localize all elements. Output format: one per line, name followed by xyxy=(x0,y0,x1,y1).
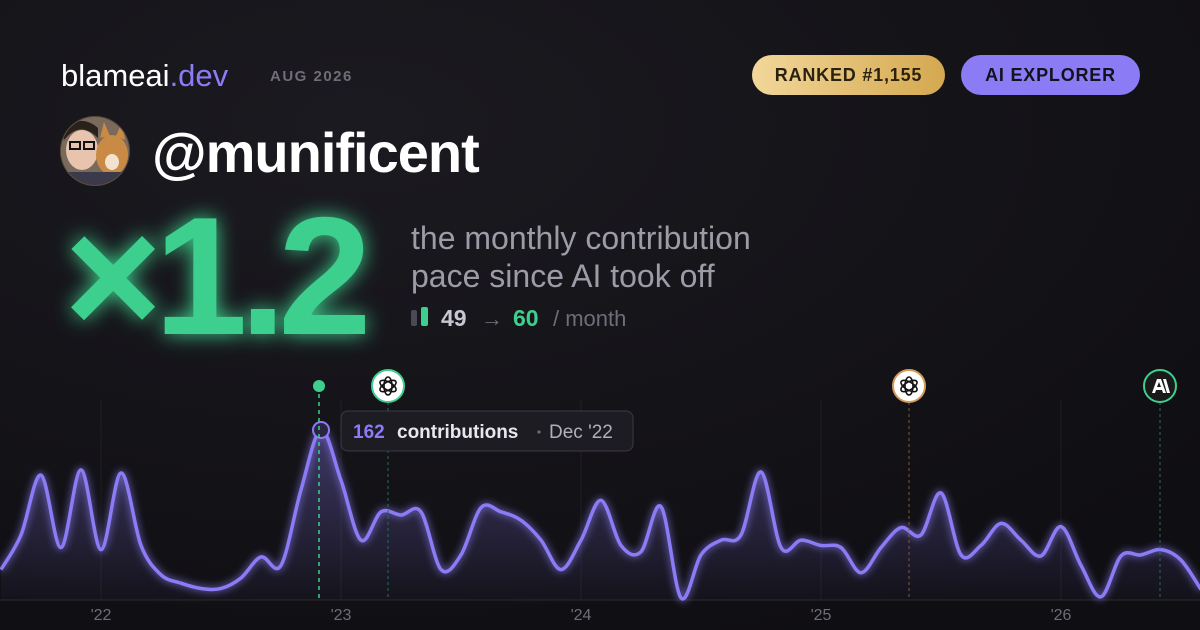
event-dot xyxy=(313,380,325,392)
area xyxy=(1,429,1200,600)
anthropic-icon xyxy=(1143,369,1177,403)
badge-rank-text: RANKED #1,155 xyxy=(775,65,922,85)
badge-explorer-text: AI EXPLORER xyxy=(985,65,1116,85)
tooltip-box xyxy=(340,410,634,452)
x-tick-label: '25 xyxy=(811,607,832,624)
tooltip-separator xyxy=(537,430,541,434)
badge-explorer xyxy=(961,55,1140,95)
handle: @munificent xyxy=(152,121,479,184)
tooltip: 162 contributions Dec '22 xyxy=(340,410,634,452)
openai-icon xyxy=(892,369,926,403)
brand: blameai.dev xyxy=(61,58,229,93)
tooltip-label: contributions xyxy=(397,422,518,443)
stat-icon-before xyxy=(411,310,417,326)
stat-unit: / month xyxy=(553,306,626,331)
tooltip-value: 162 xyxy=(353,422,385,443)
headline-line: pace since AI took off xyxy=(411,258,715,294)
x-tick-label: '22 xyxy=(91,607,112,624)
badge-rank xyxy=(752,55,945,95)
brand-tld: .dev xyxy=(170,58,229,93)
line xyxy=(0,428,1200,601)
x-tick-label: '26 xyxy=(1051,607,1072,624)
stat-before: 49 xyxy=(441,305,467,331)
tooltip-date: Dec '22 xyxy=(549,422,613,443)
event-markers xyxy=(313,369,1177,600)
stat-icon-after xyxy=(421,307,428,326)
avatar xyxy=(60,116,130,186)
multiplier: ×1.2 xyxy=(64,182,365,370)
headline-line: the monthly contribution xyxy=(411,220,751,256)
x-tick-label: '23 xyxy=(331,607,352,624)
highlight-point xyxy=(312,421,330,439)
brand-name: blameai xyxy=(61,58,170,93)
stat-arrow: → xyxy=(481,306,503,331)
date: AUG 2026 xyxy=(270,68,353,85)
stat-after: 60 xyxy=(513,305,539,331)
openai-icon xyxy=(371,369,405,403)
x-tick-label: '24 xyxy=(571,607,592,624)
